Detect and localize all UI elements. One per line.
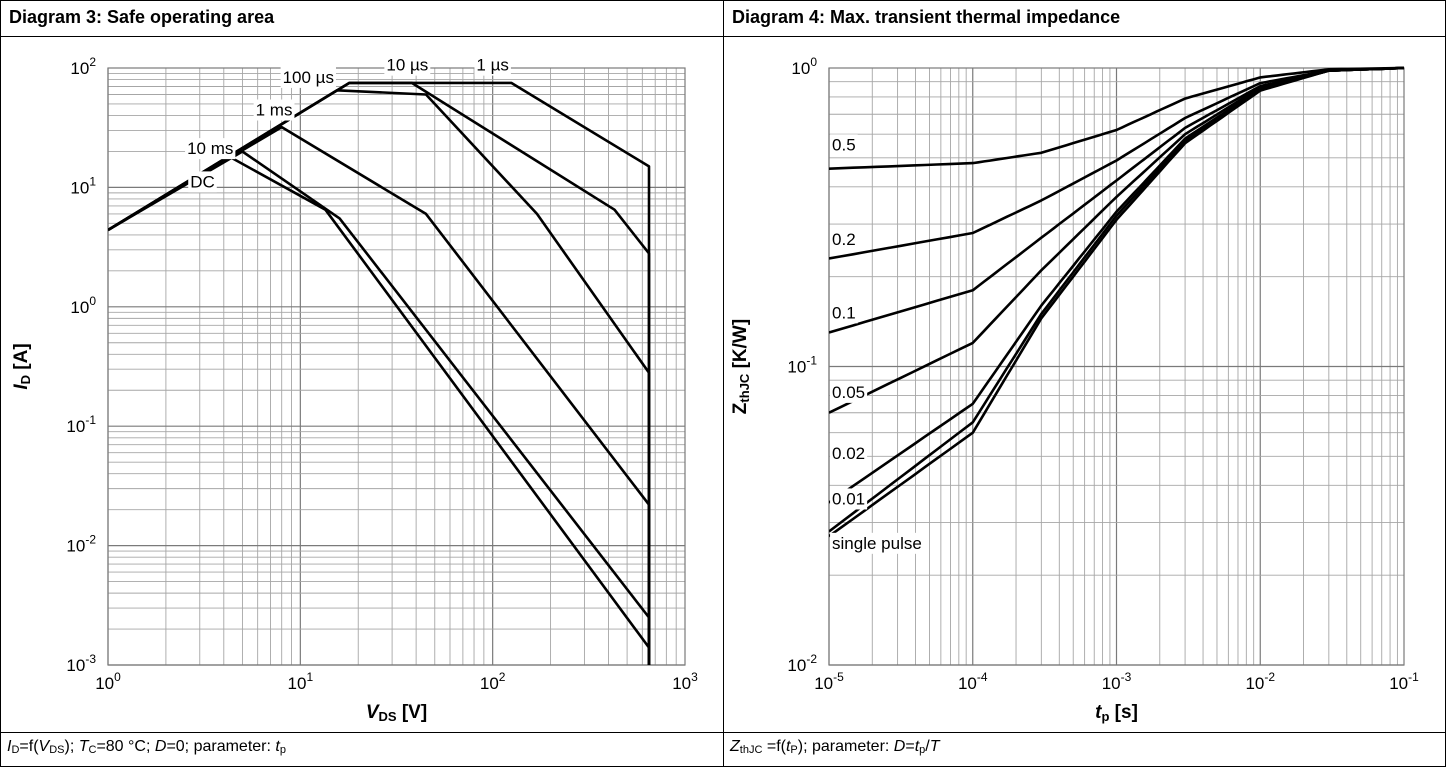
cap-r-5: D bbox=[893, 738, 906, 755]
cap-r-9: T bbox=[929, 738, 940, 755]
curve-label-bg bbox=[185, 138, 236, 160]
x-tick-label: 102 bbox=[480, 670, 506, 693]
curve-label: 100 µs bbox=[283, 68, 334, 87]
cap-r-3s: P bbox=[790, 744, 798, 756]
curve-label: 10 ms bbox=[187, 139, 233, 158]
x-tick-label: 101 bbox=[288, 670, 314, 693]
cap-l-3s: DS bbox=[49, 744, 65, 756]
x-axis-label: VDS [V] bbox=[366, 702, 427, 724]
curve-label: 1 µs bbox=[476, 56, 508, 75]
curve-label: 1 ms bbox=[256, 101, 293, 120]
series-1-s bbox=[108, 81, 651, 665]
cap-r-1: Z bbox=[730, 738, 740, 755]
cap-l-9: t bbox=[275, 738, 280, 755]
y-tick-label: 100 bbox=[791, 55, 817, 78]
curve-label: DC bbox=[190, 172, 215, 191]
curve-label-bg bbox=[830, 381, 868, 403]
y-axis-label: ID [A] bbox=[11, 343, 33, 389]
curve-label: 0.5 bbox=[832, 135, 856, 154]
y-tick-label: 10-3 bbox=[66, 652, 96, 675]
curve-label-bg bbox=[830, 442, 868, 464]
cap-l-9s: p bbox=[279, 744, 286, 756]
cap-r-6: = bbox=[905, 738, 915, 755]
x-tick-label: 10-2 bbox=[1245, 670, 1275, 693]
series-10-ms bbox=[108, 150, 651, 665]
y-tick-label: 10-1 bbox=[66, 413, 96, 436]
left-panel-title: Diagram 3: Safe operating area bbox=[0, 0, 724, 37]
plot-1: 100 101 102 103 10-3 10-2 10-1 100 101 102 VDS [V]… bbox=[11, 54, 698, 724]
curve-label-bg bbox=[830, 488, 868, 510]
cap-l-1: I bbox=[7, 738, 12, 755]
curve-label-bg bbox=[830, 229, 858, 251]
plot-frame bbox=[828, 67, 1405, 666]
cap-r-7: t bbox=[914, 738, 920, 755]
cap-l-6: =80 °C; bbox=[96, 738, 155, 755]
plot-2: 10-5 10-4 10-3 10-2 10-1 10-2 10-1 100 tp [s] Zth… bbox=[730, 55, 1419, 724]
series-0-5 bbox=[829, 66, 1405, 170]
right-caption: ZthJC =f(tP); parameter: D=tp/T bbox=[723, 732, 1446, 767]
y-tick-label: 10-2 bbox=[66, 533, 96, 556]
series-single-pulse bbox=[829, 66, 1405, 538]
x-axis-label: tp [s] bbox=[1095, 702, 1138, 724]
cap-l-4: ); bbox=[64, 738, 79, 755]
cap-l-1s: D bbox=[11, 744, 20, 756]
left-chart-cell bbox=[0, 36, 724, 733]
curve-label: single pulse bbox=[832, 534, 922, 553]
x-tick-label: 10-1 bbox=[1389, 670, 1419, 693]
right-title-text: Diagram 4: Max. transient thermal impeda… bbox=[732, 7, 1121, 27]
curve-label: 0.01 bbox=[832, 489, 865, 508]
curve-label: 10 µs bbox=[386, 56, 428, 75]
x-tick-label: 100 bbox=[95, 670, 121, 693]
curve-label: 0.2 bbox=[832, 230, 856, 249]
curve-label-bg bbox=[474, 54, 511, 76]
curve-label-bg bbox=[830, 134, 858, 156]
series-10-s bbox=[108, 81, 651, 665]
cap-l-5: T bbox=[78, 738, 89, 755]
cap-r-4: ); parameter: bbox=[797, 738, 894, 755]
x-tick-label: 10-4 bbox=[958, 670, 988, 693]
y-tick-label: 10-1 bbox=[787, 354, 817, 377]
cap-r-2: =f( bbox=[762, 738, 786, 755]
curve-label-bg bbox=[280, 66, 336, 88]
y-tick-label: 101 bbox=[70, 174, 96, 197]
y-tick-label: 10-2 bbox=[787, 652, 817, 675]
series-1-ms bbox=[108, 125, 651, 665]
cap-l-8: =0; parameter: bbox=[166, 738, 276, 755]
x-tick-label: 10-3 bbox=[1102, 670, 1132, 693]
curve-label-bg bbox=[188, 171, 217, 193]
y-tick-label: 100 bbox=[70, 294, 96, 317]
curve-label-bg bbox=[830, 302, 858, 324]
series-dc bbox=[108, 155, 651, 665]
curve-label: 0.02 bbox=[832, 444, 865, 463]
curve-label-bg bbox=[253, 99, 295, 121]
cap-l-5s: C bbox=[88, 744, 97, 756]
cap-r-1s: thJC bbox=[739, 744, 763, 756]
curve-label: 0.05 bbox=[832, 383, 865, 402]
x-tick-label: 103 bbox=[672, 670, 698, 693]
left-title-text: Diagram 3: Safe operating area bbox=[9, 7, 275, 27]
curve-label-bg bbox=[384, 54, 431, 76]
cap-r-7s: p bbox=[919, 744, 926, 756]
curve-label-bg bbox=[830, 532, 924, 554]
cap-l-3: V bbox=[38, 738, 50, 755]
x-tick-label: 10-5 bbox=[814, 670, 844, 693]
series-100-s bbox=[108, 89, 651, 665]
y-axis-label: ZthJC [K/W] bbox=[730, 319, 752, 414]
cap-r-3: t bbox=[785, 738, 791, 755]
y-tick-label: 102 bbox=[70, 55, 96, 78]
cap-l-7: D bbox=[154, 738, 167, 755]
cap-l-2: =f( bbox=[19, 738, 39, 755]
cap-r-8: / bbox=[925, 738, 930, 755]
curve-label: 0.1 bbox=[832, 303, 856, 322]
